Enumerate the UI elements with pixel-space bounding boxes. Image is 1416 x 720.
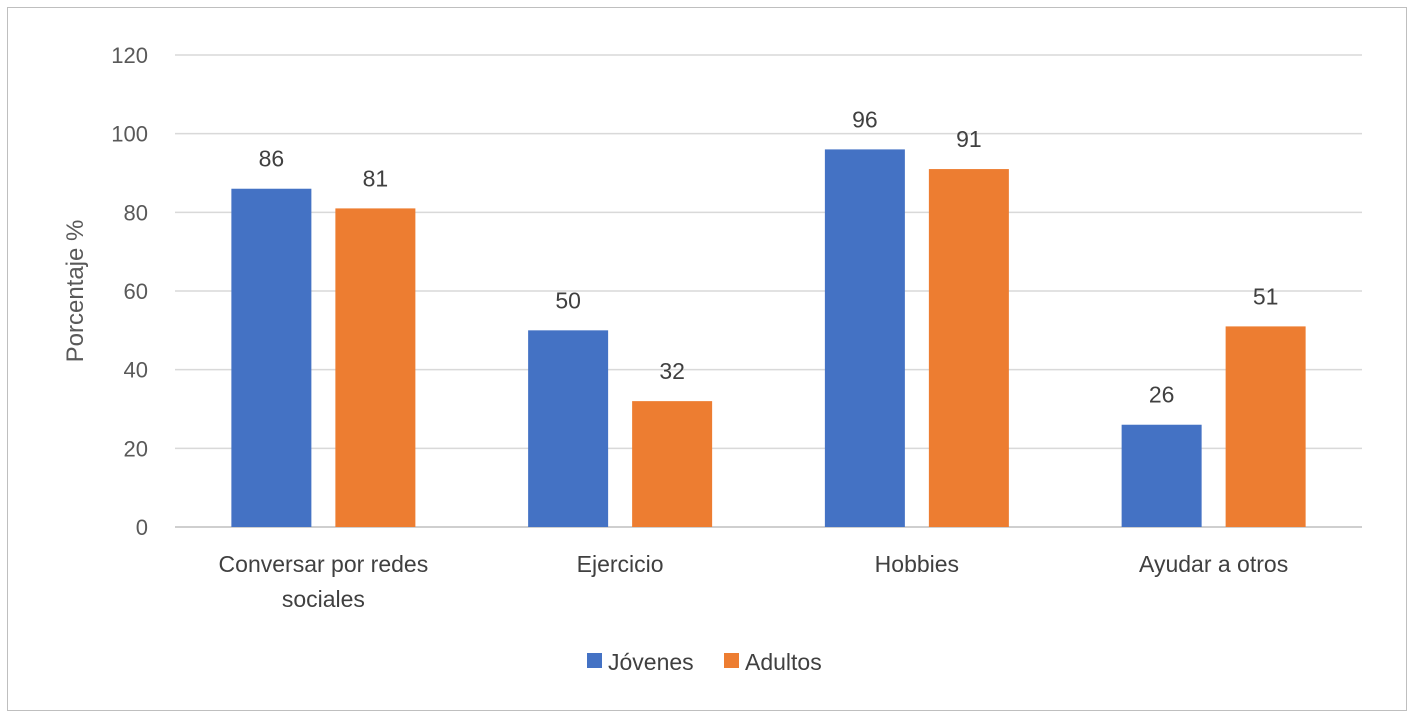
y-axis-label: Porcentaje %: [62, 220, 89, 363]
bar-adultos: [632, 401, 713, 527]
legend-swatch: [724, 653, 739, 668]
x-axis-categories: Conversar por redes sociales Ejercicio Hobb…: [219, 551, 1289, 612]
bar-adultos: [928, 169, 1009, 528]
bar-jovenes: [1121, 424, 1202, 527]
category-label: Ayudar a otros: [1139, 551, 1288, 577]
data-label: 32: [659, 358, 685, 384]
bar-jovenes: [231, 188, 312, 527]
legend: Jóvenes Adultos: [587, 649, 822, 675]
y-axis-ticks: 0 20 40 60 80 100 120: [111, 43, 148, 540]
category-label: Conversar por redes: [219, 551, 429, 577]
y-tick-label: 20: [124, 436, 148, 461]
y-tick-label: 0: [136, 515, 148, 540]
legend-label: Adultos: [745, 649, 822, 675]
data-label: 96: [852, 106, 878, 132]
y-tick-label: 40: [124, 358, 148, 383]
y-tick-label: 100: [111, 122, 148, 147]
y-tick-label: 80: [124, 200, 148, 225]
bar-adultos: [1225, 326, 1306, 527]
data-labels: 86 81 50 32 96 91 26 51: [259, 106, 1279, 407]
bar-jovenes: [528, 330, 609, 527]
data-label: 81: [363, 165, 389, 191]
category-label: Ejercicio: [577, 551, 664, 577]
bars: [231, 149, 1306, 528]
bar-adultos: [335, 208, 416, 527]
legend-swatch: [587, 653, 602, 668]
legend-label: Jóvenes: [608, 649, 694, 675]
category-label: sociales: [282, 586, 365, 612]
data-label: 51: [1253, 283, 1279, 309]
data-label: 86: [259, 146, 285, 172]
category-label: Hobbies: [875, 551, 959, 577]
data-label: 26: [1149, 382, 1175, 408]
y-tick-label: 120: [111, 43, 148, 68]
data-label: 91: [956, 126, 982, 152]
data-label: 50: [555, 287, 581, 313]
y-tick-label: 60: [124, 279, 148, 304]
bar-jovenes: [824, 149, 905, 527]
